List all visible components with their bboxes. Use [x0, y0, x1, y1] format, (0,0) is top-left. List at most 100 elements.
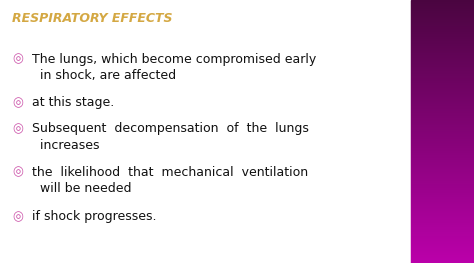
Bar [411, 103, 474, 104]
Bar [411, 43, 474, 44]
Bar [411, 133, 474, 134]
Bar [411, 197, 474, 198]
Bar [411, 203, 474, 204]
Bar [411, 262, 474, 263]
Bar [411, 137, 474, 138]
Bar [411, 51, 474, 52]
Bar [411, 86, 474, 87]
Bar [411, 15, 474, 16]
Bar [411, 198, 474, 199]
Bar [411, 150, 474, 151]
Bar [411, 176, 474, 177]
Bar [411, 11, 474, 12]
Bar [411, 171, 474, 172]
Bar [411, 159, 474, 160]
Bar [411, 189, 474, 190]
Bar [411, 54, 474, 55]
Bar [411, 85, 474, 86]
Bar [411, 141, 474, 142]
Bar [411, 70, 474, 71]
Bar [411, 117, 474, 118]
Bar [411, 242, 474, 243]
Bar [411, 174, 474, 175]
Bar [411, 227, 474, 228]
Bar [411, 7, 474, 8]
Bar [411, 232, 474, 233]
Bar [411, 143, 474, 144]
Bar [411, 113, 474, 114]
Text: ◎: ◎ [12, 210, 23, 223]
Bar [411, 236, 474, 237]
Bar [411, 226, 474, 227]
Bar [411, 2, 474, 3]
Bar [411, 73, 474, 74]
Bar [411, 235, 474, 236]
Bar [411, 216, 474, 218]
Bar [411, 93, 474, 94]
Bar [411, 58, 474, 59]
Bar [411, 111, 474, 112]
Bar [411, 119, 474, 120]
Bar [411, 169, 474, 170]
Bar [411, 16, 474, 17]
Bar [411, 20, 474, 21]
Bar [411, 138, 474, 139]
Bar [411, 222, 474, 223]
Bar [411, 33, 474, 34]
Bar [411, 204, 474, 205]
Bar [411, 181, 474, 182]
Bar [411, 194, 474, 195]
Bar [411, 45, 474, 47]
Bar [411, 157, 474, 158]
Bar [411, 121, 474, 122]
Bar [411, 156, 474, 157]
Bar [411, 211, 474, 212]
Bar [411, 209, 474, 210]
Bar [411, 134, 474, 135]
Bar [411, 208, 474, 209]
Bar [411, 249, 474, 250]
Bar [411, 225, 474, 226]
Bar [411, 72, 474, 73]
Bar [411, 10, 474, 11]
Bar [411, 92, 474, 93]
Bar [411, 154, 474, 155]
Bar [411, 146, 474, 147]
Bar [411, 257, 474, 258]
Bar [411, 64, 474, 65]
Bar [411, 248, 474, 249]
Bar [411, 65, 474, 66]
Bar [411, 185, 474, 186]
Text: the  likelihood  that  mechanical  ventilation
  will be needed: the likelihood that mechanical ventilati… [32, 166, 308, 195]
Bar [411, 74, 474, 75]
Text: ◎: ◎ [12, 53, 23, 65]
Bar [411, 260, 474, 261]
Bar [411, 233, 474, 234]
Bar [411, 127, 474, 128]
Bar [411, 155, 474, 156]
Bar [411, 78, 474, 79]
Bar [411, 82, 474, 83]
Bar [411, 158, 474, 159]
Bar [411, 112, 474, 113]
Bar [411, 131, 474, 132]
Bar [411, 164, 474, 165]
Bar [411, 196, 474, 197]
Bar [411, 177, 474, 178]
Bar [411, 160, 474, 161]
Bar [411, 207, 474, 208]
Bar [411, 120, 474, 121]
Bar [411, 36, 474, 37]
Bar [411, 231, 474, 232]
Bar [411, 69, 474, 70]
Bar [411, 91, 474, 92]
Bar [411, 219, 474, 220]
Bar [411, 148, 474, 149]
Bar [411, 37, 474, 38]
Bar [411, 163, 474, 164]
Bar [411, 201, 474, 202]
Bar [411, 147, 474, 148]
Bar [411, 35, 474, 36]
Bar [411, 60, 474, 61]
Bar [411, 84, 474, 85]
